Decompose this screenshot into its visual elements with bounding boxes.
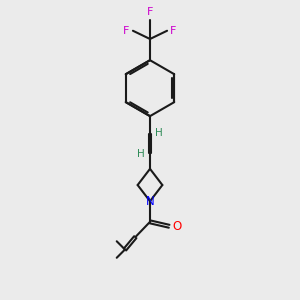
Text: F: F bbox=[170, 26, 177, 36]
Text: H: H bbox=[155, 128, 163, 138]
Text: F: F bbox=[147, 8, 153, 17]
Text: N: N bbox=[146, 195, 154, 208]
Text: H: H bbox=[137, 149, 145, 159]
Text: F: F bbox=[123, 26, 130, 36]
Text: O: O bbox=[172, 220, 181, 233]
